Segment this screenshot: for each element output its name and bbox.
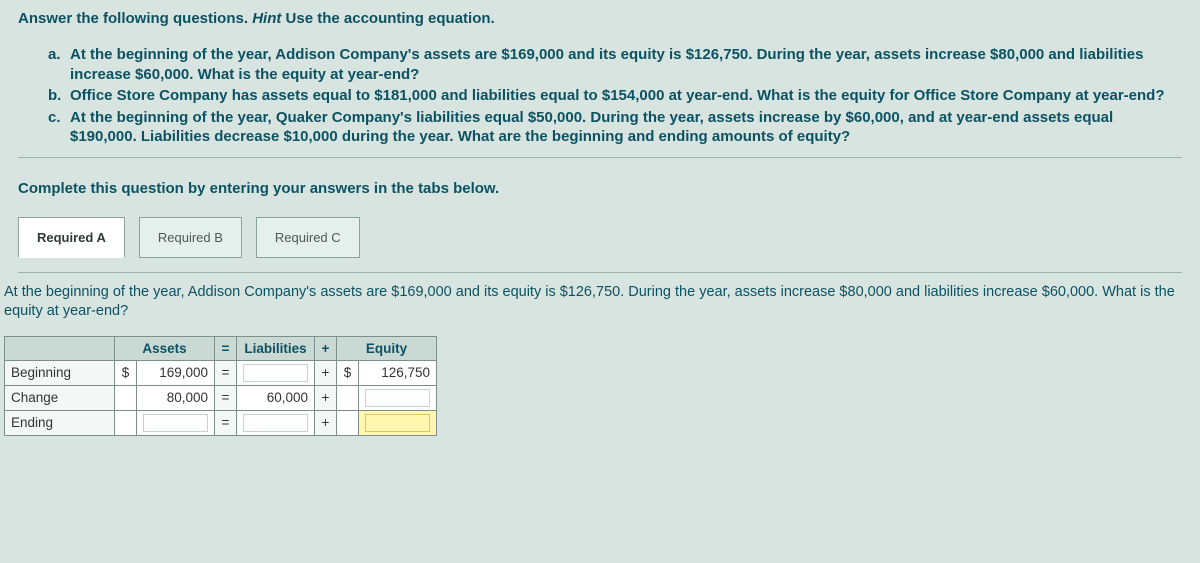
table-row-beginning: Beginning $ 169,000 = + $ 126,750 [5, 360, 437, 385]
question-c: c. At the beginning of the year, Quaker … [48, 108, 1182, 147]
header-eq: = [215, 336, 237, 360]
end-assets-currency [115, 410, 137, 435]
question-a-label: a. [48, 45, 70, 84]
question-b-text: Office Store Company has assets equal to… [70, 86, 1165, 106]
equation-table-wrap: Assets = Liabilities + Equity Beginning … [0, 336, 1200, 436]
rowlabel-change: Change [5, 385, 115, 410]
instruction-text: Complete this question by entering your … [0, 158, 1200, 217]
hint-line: Answer the following questions. Hint Use… [18, 10, 1182, 27]
begin-equity-value: 126,750 [359, 360, 437, 385]
change-equity-input[interactable] [359, 385, 437, 410]
begin-equity-currency: $ [337, 360, 359, 385]
begin-assets-currency: $ [115, 360, 137, 385]
hint-italic: Hint [252, 10, 281, 27]
end-equity-input[interactable] [359, 410, 437, 435]
begin-liab-input[interactable] [237, 360, 315, 385]
tab-required-b[interactable]: Required B [139, 217, 242, 258]
question-block: Answer the following questions. Hint Use… [0, 0, 1200, 157]
header-liabilities: Liabilities [237, 336, 315, 360]
question-list: a. At the beginning of the year, Addison… [18, 45, 1182, 147]
question-a-text: At the beginning of the year, Addison Co… [70, 45, 1182, 84]
hint-suffix: Use the accounting equation. [281, 10, 494, 27]
tab-required-a[interactable]: Required A [18, 217, 125, 258]
rowlabel-beginning: Beginning [5, 360, 115, 385]
end-plus: + [315, 410, 337, 435]
question-c-text: At the beginning of the year, Quaker Com… [70, 108, 1182, 147]
question-b-label: b. [48, 86, 70, 106]
question-a: a. At the beginning of the year, Addison… [48, 45, 1182, 84]
hint-prefix: Answer the following questions. [18, 10, 252, 27]
rowlabel-ending: Ending [5, 410, 115, 435]
table-row-change: Change 80,000 = 60,000 + [5, 385, 437, 410]
header-plus: + [315, 336, 337, 360]
end-liab-input[interactable] [237, 410, 315, 435]
end-equity-currency [337, 410, 359, 435]
end-assets-input[interactable] [137, 410, 215, 435]
header-assets: Assets [115, 336, 215, 360]
panel-question-text: At the beginning of the year, Addison Co… [0, 273, 1200, 336]
begin-plus: + [315, 360, 337, 385]
change-plus: + [315, 385, 337, 410]
tabs: Required A Required B Required C [0, 217, 1200, 272]
begin-eq: = [215, 360, 237, 385]
change-assets-value: 80,000 [137, 385, 215, 410]
equation-table: Assets = Liabilities + Equity Beginning … [4, 336, 437, 436]
change-liab-value: 60,000 [237, 385, 315, 410]
tab-required-c[interactable]: Required C [256, 217, 360, 258]
table-header-row: Assets = Liabilities + Equity [5, 336, 437, 360]
question-b: b. Office Store Company has assets equal… [48, 86, 1182, 106]
table-row-ending: Ending = + [5, 410, 437, 435]
change-eq: = [215, 385, 237, 410]
question-c-label: c. [48, 108, 70, 147]
end-eq: = [215, 410, 237, 435]
header-blank [5, 336, 115, 360]
begin-assets-value: 169,000 [137, 360, 215, 385]
header-equity: Equity [337, 336, 437, 360]
change-assets-currency [115, 385, 137, 410]
change-equity-currency [337, 385, 359, 410]
